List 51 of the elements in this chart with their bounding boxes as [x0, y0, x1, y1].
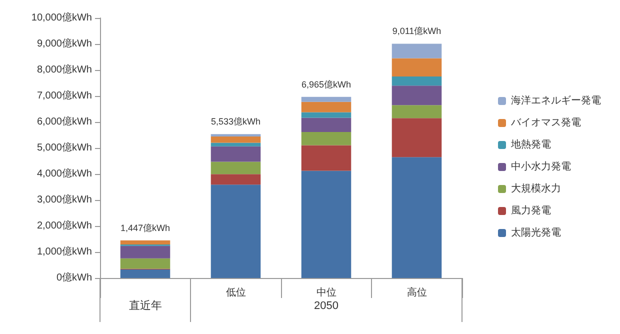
y-tick-label: 4,000億kWh	[36, 168, 92, 180]
bar	[210, 184, 261, 278]
bar	[301, 170, 352, 278]
bar	[301, 132, 352, 146]
total-label: 6,965億kWh	[301, 79, 352, 90]
legend-label: 大規模水力	[511, 182, 561, 194]
bar	[120, 240, 170, 245]
legend-label: 太陽光発電	[511, 226, 561, 238]
x-tick-label: 低位	[226, 286, 246, 298]
y-tick-label: 3,000億kWh	[36, 194, 92, 206]
bar	[392, 105, 442, 118]
bar	[301, 145, 352, 171]
y-tick-label: 5,000億kWh	[36, 142, 92, 154]
legend-label: 地熱発電	[510, 138, 551, 150]
bar	[210, 146, 261, 162]
y-tick-label: 2,000億kWh	[36, 220, 92, 232]
bar	[301, 112, 352, 118]
bar	[392, 86, 442, 106]
legend-label: 風力発電	[511, 204, 551, 216]
legend-label: バイオマス発電	[510, 118, 581, 128]
bar	[120, 270, 170, 278]
bar	[120, 258, 170, 269]
bar	[392, 118, 442, 158]
y-tick-label: 1,000億kWh	[36, 246, 92, 258]
bar	[210, 174, 261, 185]
bar	[392, 44, 442, 58]
y-tick-label: 8,000億kWh	[36, 64, 92, 76]
y-tick-label: 7,000億kWh	[36, 90, 92, 102]
total-label: 9,011億kWh	[392, 26, 442, 36]
bar	[392, 76, 442, 86]
bar	[210, 142, 261, 146]
bar	[210, 136, 261, 143]
bar	[301, 96, 352, 102]
y-tick-label: 0億kWh	[56, 272, 92, 284]
bar	[120, 246, 170, 258]
text: 直近年	[128, 299, 162, 312]
x-tick-label: 高位	[406, 286, 427, 298]
bar	[301, 102, 352, 112]
legend-label: 中小水力発電	[511, 160, 571, 172]
y-tick-label: 9,000億kWh	[36, 38, 92, 50]
bar	[301, 118, 352, 132]
x-tick-label: 中位	[316, 286, 336, 298]
bar	[210, 162, 261, 174]
bar	[392, 157, 442, 278]
y-tick-label: 10,000億kWh	[31, 12, 92, 24]
y-tick-label: 6,000億kWh	[36, 116, 92, 128]
legend-label: 海洋エネルギー発電	[511, 94, 601, 106]
total-label: 1,447億kWh	[120, 222, 170, 233]
bar	[392, 58, 442, 76]
total-label: 5,533億kWh	[210, 116, 261, 127]
text: 2050	[314, 300, 338, 312]
